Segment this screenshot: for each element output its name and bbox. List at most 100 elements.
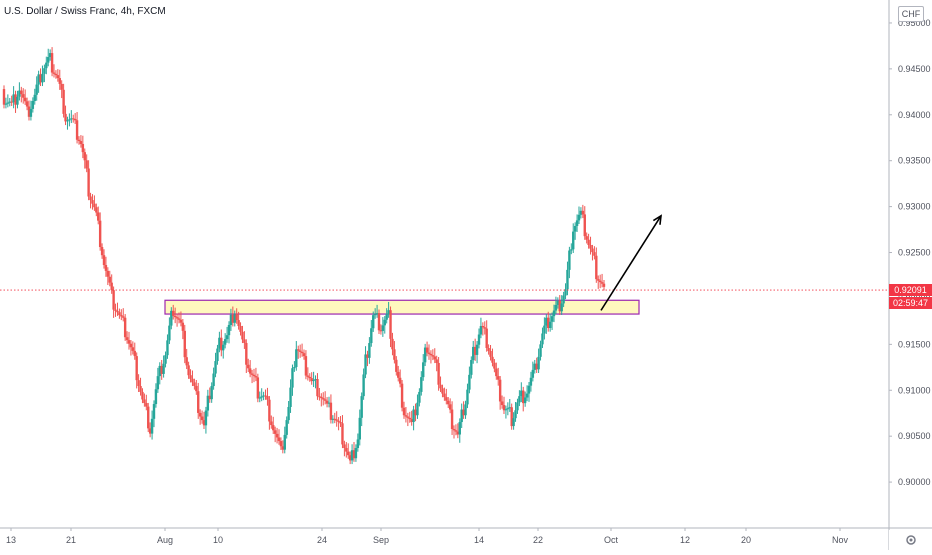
x-tick-label: 12: [680, 535, 690, 545]
candle-body: [243, 339, 246, 343]
candle-body: [445, 397, 448, 401]
overlay-layer: [0, 214, 889, 311]
candle-body: [139, 386, 142, 392]
candle-body: [227, 324, 231, 336]
candle-body: [81, 143, 85, 153]
x-tick-label: 14: [474, 535, 484, 545]
candle-body: [473, 346, 477, 355]
candle-body: [137, 380, 140, 387]
candle-body: [173, 315, 177, 318]
candle-body: [12, 94, 15, 103]
candle-body: [429, 353, 433, 356]
candle-body: [529, 377, 533, 386]
candle-body: [56, 75, 60, 79]
candle-body: [573, 225, 577, 232]
candle-body: [179, 319, 183, 323]
candle-body: [231, 314, 235, 323]
candle-body: [225, 335, 229, 340]
candle-body: [558, 301, 561, 312]
x-tick-label: Sep: [373, 535, 389, 545]
price-axis[interactable]: 0.95000 0.94500 0.94000 0.93500 0.93000 0.925…: [888, 0, 931, 550]
candle-body: [98, 220, 102, 248]
candle-body: [598, 280, 602, 283]
x-tick-label: 24: [317, 535, 327, 545]
candle-body: [397, 371, 400, 378]
candle-body: [427, 352, 431, 354]
candle-body: [22, 94, 25, 98]
candle-body: [62, 89, 65, 114]
candle-body: [456, 431, 460, 435]
candle-body: [266, 396, 269, 400]
candle-body: [560, 303, 563, 312]
candle-body: [233, 314, 236, 323]
candle-body: [439, 384, 442, 389]
candle-body: [125, 337, 129, 341]
candle-body: [585, 236, 588, 240]
candle-body: [533, 363, 536, 370]
candle-body: [362, 374, 365, 397]
symbol-title[interactable]: U.S. Dollar / Swiss Franc, 4h, FXCM: [4, 6, 166, 17]
candle-body: [273, 430, 277, 434]
candle-body: [454, 430, 458, 432]
candle-body: [562, 295, 565, 304]
candle-body: [481, 325, 485, 328]
candle-body: [593, 252, 596, 256]
candle-body: [20, 90, 23, 95]
candle-body: [129, 343, 133, 348]
candle-body: [120, 315, 123, 317]
candle-body: [470, 360, 473, 375]
candle-body: [552, 310, 556, 317]
candle-body: [358, 417, 361, 440]
candle-body: [395, 359, 398, 372]
candle-body: [381, 325, 385, 331]
candle-body: [260, 396, 263, 398]
candle-body: [73, 119, 77, 121]
candle-body: [83, 152, 86, 161]
countdown-tag: 02:59:47: [889, 297, 932, 310]
candle-body: [114, 309, 117, 311]
candle-body: [45, 62, 48, 69]
candle-body: [350, 450, 354, 461]
candle-body: [145, 403, 148, 407]
candle-body: [423, 347, 427, 363]
projection-arrow-line: [600, 215, 662, 311]
candle-body: [72, 118, 75, 120]
candle-body: [25, 101, 29, 107]
candle-body: [572, 231, 575, 250]
candle-body: [360, 396, 363, 418]
candle-body: [337, 420, 340, 423]
y-tick-label: 0.90000: [898, 477, 931, 487]
candle-body: [254, 376, 258, 378]
candle-body: [514, 410, 517, 419]
candle-body: [170, 310, 173, 326]
candle-body: [472, 346, 475, 361]
candle-body: [479, 325, 483, 335]
currency-badge[interactable]: CHF: [898, 6, 924, 22]
candle-body: [135, 356, 138, 381]
candle-body: [122, 316, 125, 318]
candle-body: [498, 379, 502, 402]
candle-body: [508, 407, 511, 409]
candle-body: [435, 359, 438, 363]
candle-body: [241, 331, 244, 340]
settings-button[interactable]: [889, 530, 932, 550]
candle-body: [277, 437, 281, 442]
candle-body: [287, 406, 290, 421]
candle-body: [2, 89, 6, 105]
candle-body: [462, 409, 465, 416]
candle-body: [458, 422, 461, 435]
x-tick-label: Aug: [157, 535, 173, 545]
candle-body: [545, 317, 548, 326]
candle-body: [64, 113, 67, 122]
candle-body: [237, 320, 240, 326]
time-axis[interactable]: 13 21 Aug 10 24 Sep 14 22 Oct 12 20 Nov: [0, 527, 932, 545]
candle-body: [331, 418, 335, 420]
candle-body: [8, 101, 11, 103]
candle-body: [112, 290, 115, 310]
candle-body: [343, 444, 346, 449]
candle-body: [16, 96, 19, 105]
candle-body: [229, 314, 233, 325]
candle-body: [189, 375, 192, 379]
candle-body: [570, 249, 573, 251]
